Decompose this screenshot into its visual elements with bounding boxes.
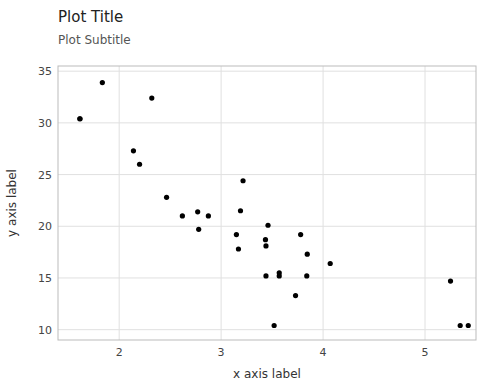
y-tick-label: 35 — [38, 65, 52, 78]
x-grid-line — [425, 66, 426, 340]
point — [305, 252, 310, 257]
y-axis-label: y axis label — [5, 169, 19, 237]
point — [240, 178, 245, 183]
point — [448, 278, 453, 283]
x-grid-line — [221, 66, 222, 340]
y-tick-label: 10 — [38, 324, 52, 337]
x-grid-line — [323, 66, 324, 340]
point — [466, 323, 471, 328]
point — [458, 323, 463, 328]
y-tick-label: 20 — [38, 220, 52, 233]
x-tick-label: 2 — [116, 346, 123, 359]
point — [131, 148, 136, 153]
x-tick-label: 3 — [218, 346, 225, 359]
point — [77, 116, 82, 121]
point — [263, 273, 268, 278]
point — [304, 273, 309, 278]
point — [277, 273, 282, 278]
subtitle: Plot Subtitle — [58, 33, 131, 47]
point — [293, 293, 298, 298]
chart: 2 3 4 5 10 15 20 25 30 35 Plot Title Plot Subtitle x… — [0, 0, 491, 390]
point — [236, 246, 241, 251]
points — [77, 80, 471, 328]
y-tick-label: 15 — [38, 272, 52, 285]
y-grid-line — [58, 329, 476, 330]
point — [234, 232, 239, 237]
point — [206, 213, 211, 218]
point — [149, 95, 154, 100]
plot-frame — [58, 66, 476, 340]
x-grid-line — [119, 66, 120, 340]
point — [298, 232, 303, 237]
point — [164, 195, 169, 200]
y-grid-line — [58, 71, 476, 72]
y-tick-label: 25 — [38, 169, 52, 182]
point — [180, 213, 185, 218]
y-grid-line — [58, 122, 476, 123]
tick-labels: 2 3 4 5 10 15 20 25 30 35 — [38, 65, 429, 359]
point — [265, 223, 270, 228]
point — [328, 261, 333, 266]
chart-container: 2 3 4 5 10 15 20 25 30 35 Plot Title Plot Subtitle x… — [0, 0, 491, 390]
point — [263, 237, 268, 242]
point — [238, 208, 243, 213]
x-tick-label: 5 — [422, 346, 429, 359]
y-grid-line — [58, 174, 476, 175]
point — [195, 209, 200, 214]
point — [196, 227, 201, 232]
x-tick-label: 4 — [320, 346, 327, 359]
title: Plot Title — [58, 8, 123, 26]
plot-area — [58, 66, 476, 340]
point — [263, 243, 268, 248]
y-tick-label: 30 — [38, 117, 52, 130]
x-axis-label: x axis label — [233, 367, 301, 381]
point — [272, 323, 277, 328]
point — [77, 116, 82, 121]
point — [137, 162, 142, 167]
grid — [58, 66, 476, 340]
point — [100, 80, 105, 85]
